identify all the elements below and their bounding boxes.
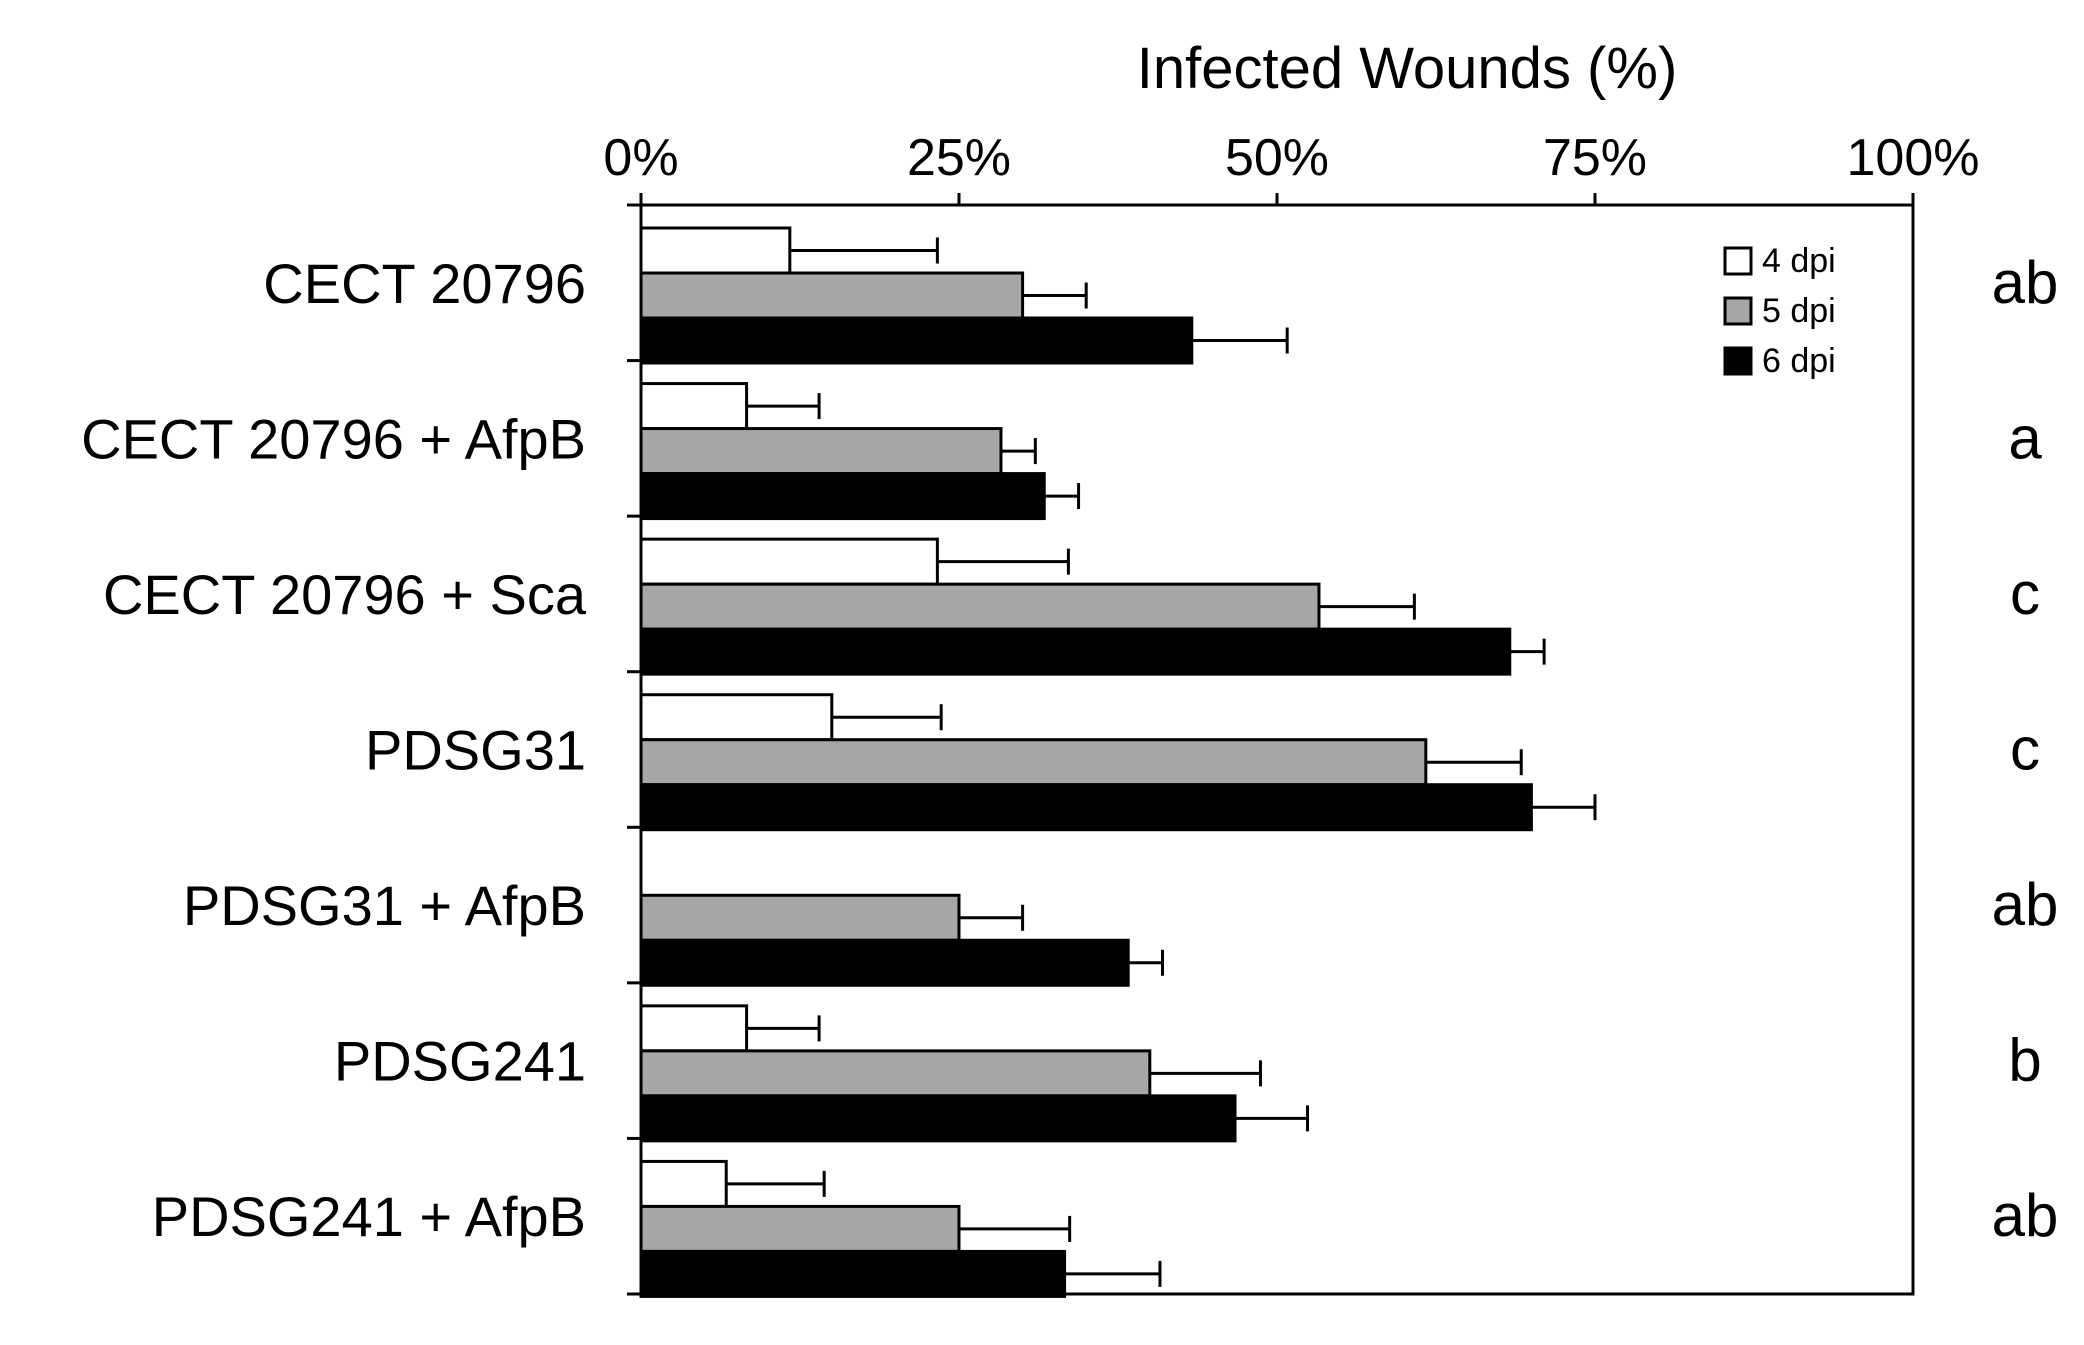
error-bar (1509, 638, 1546, 665)
error-bar (1531, 794, 1597, 821)
bars (639, 226, 1533, 1298)
category-label: CECT 20796 + AfpB (81, 407, 586, 470)
significance-letter: c (2010, 560, 2040, 627)
x-axis-title: Infected Wounds (%) (1137, 36, 1678, 101)
error-bars (726, 237, 1597, 1287)
category-label: PDSG31 + AfpB (183, 874, 586, 937)
bar (639, 938, 1130, 987)
bar (639, 472, 1046, 521)
x-tick-label: 100% (1847, 129, 1980, 187)
bar (639, 1094, 1237, 1143)
x-tick-label: 50% (1225, 129, 1329, 187)
plot-frame (639, 203, 1915, 1296)
error-bar (1064, 1260, 1162, 1287)
significance-letter: ab (1992, 1182, 2059, 1249)
category-label: PDSG31 (365, 719, 586, 782)
legend-item: 6 dpi (1723, 342, 1836, 380)
bar (639, 427, 1003, 476)
bar (639, 226, 792, 275)
error-bar (1128, 949, 1165, 976)
error-bar (959, 904, 1025, 931)
legend-label: 4 dpi (1762, 242, 1836, 280)
bar (639, 537, 939, 586)
x-tick-label: 75% (1543, 129, 1647, 187)
error-bar (1044, 483, 1081, 510)
bar (639, 693, 834, 742)
category-label: PDSG241 + AfpB (152, 1185, 586, 1248)
significance-letter: ab (1992, 871, 2059, 938)
x-tick-label: 0% (603, 129, 678, 187)
legend-item: 4 dpi (1723, 242, 1836, 280)
bar (639, 1204, 961, 1253)
bar (639, 1249, 1067, 1298)
error-bar (746, 393, 821, 420)
x-tick-label: 25% (907, 129, 1011, 187)
error-bar (1149, 1060, 1262, 1087)
significance-letter: ab (1992, 249, 2059, 316)
category-label: CECT 20796 (263, 252, 586, 315)
bar (639, 1159, 728, 1208)
bar (639, 316, 1194, 365)
error-bar (1425, 749, 1523, 776)
x-axis-ticks: 0% 25% 50% 75% 100% (603, 129, 1980, 1296)
error-bar (789, 237, 939, 264)
legend-swatch (1723, 346, 1753, 376)
error-bar (1318, 593, 1416, 620)
bar (639, 738, 1428, 787)
bar (639, 1004, 749, 1053)
significance-letter: b (2008, 1027, 2041, 1094)
error-bar (1235, 1105, 1310, 1132)
error-bar (726, 1170, 826, 1197)
significance-letter: c (2010, 716, 2040, 783)
error-bar (831, 704, 943, 731)
bar (639, 582, 1321, 631)
significance-letters: ab a c c ab b ab (1992, 249, 2059, 1249)
legend-label: 6 dpi (1762, 342, 1836, 380)
bar (639, 271, 1025, 320)
error-bar (1022, 282, 1088, 309)
legend-swatch (1723, 246, 1753, 276)
category-label: PDSG241 (334, 1030, 586, 1093)
error-bar (1000, 438, 1037, 465)
error-bar (746, 1015, 821, 1042)
bar (639, 627, 1512, 676)
legend-item: 5 dpi (1723, 292, 1836, 330)
bar (639, 382, 749, 431)
bar (639, 783, 1533, 832)
legend-swatch (1723, 296, 1753, 326)
error-bar (1191, 327, 1289, 354)
legend-label: 5 dpi (1762, 292, 1836, 330)
category-label: CECT 20796 + Sca (103, 563, 587, 626)
legend: 4 dpi 5 dpi 6 dpi (1723, 242, 1836, 380)
bar (639, 893, 961, 942)
category-labels: CECT 20796 CECT 20796 + AfpB CECT 20796 + … (81, 252, 587, 1248)
bar (639, 1049, 1152, 1098)
error-bar (937, 548, 1070, 575)
error-bar (959, 1215, 1072, 1242)
significance-letter: a (2008, 404, 2042, 471)
